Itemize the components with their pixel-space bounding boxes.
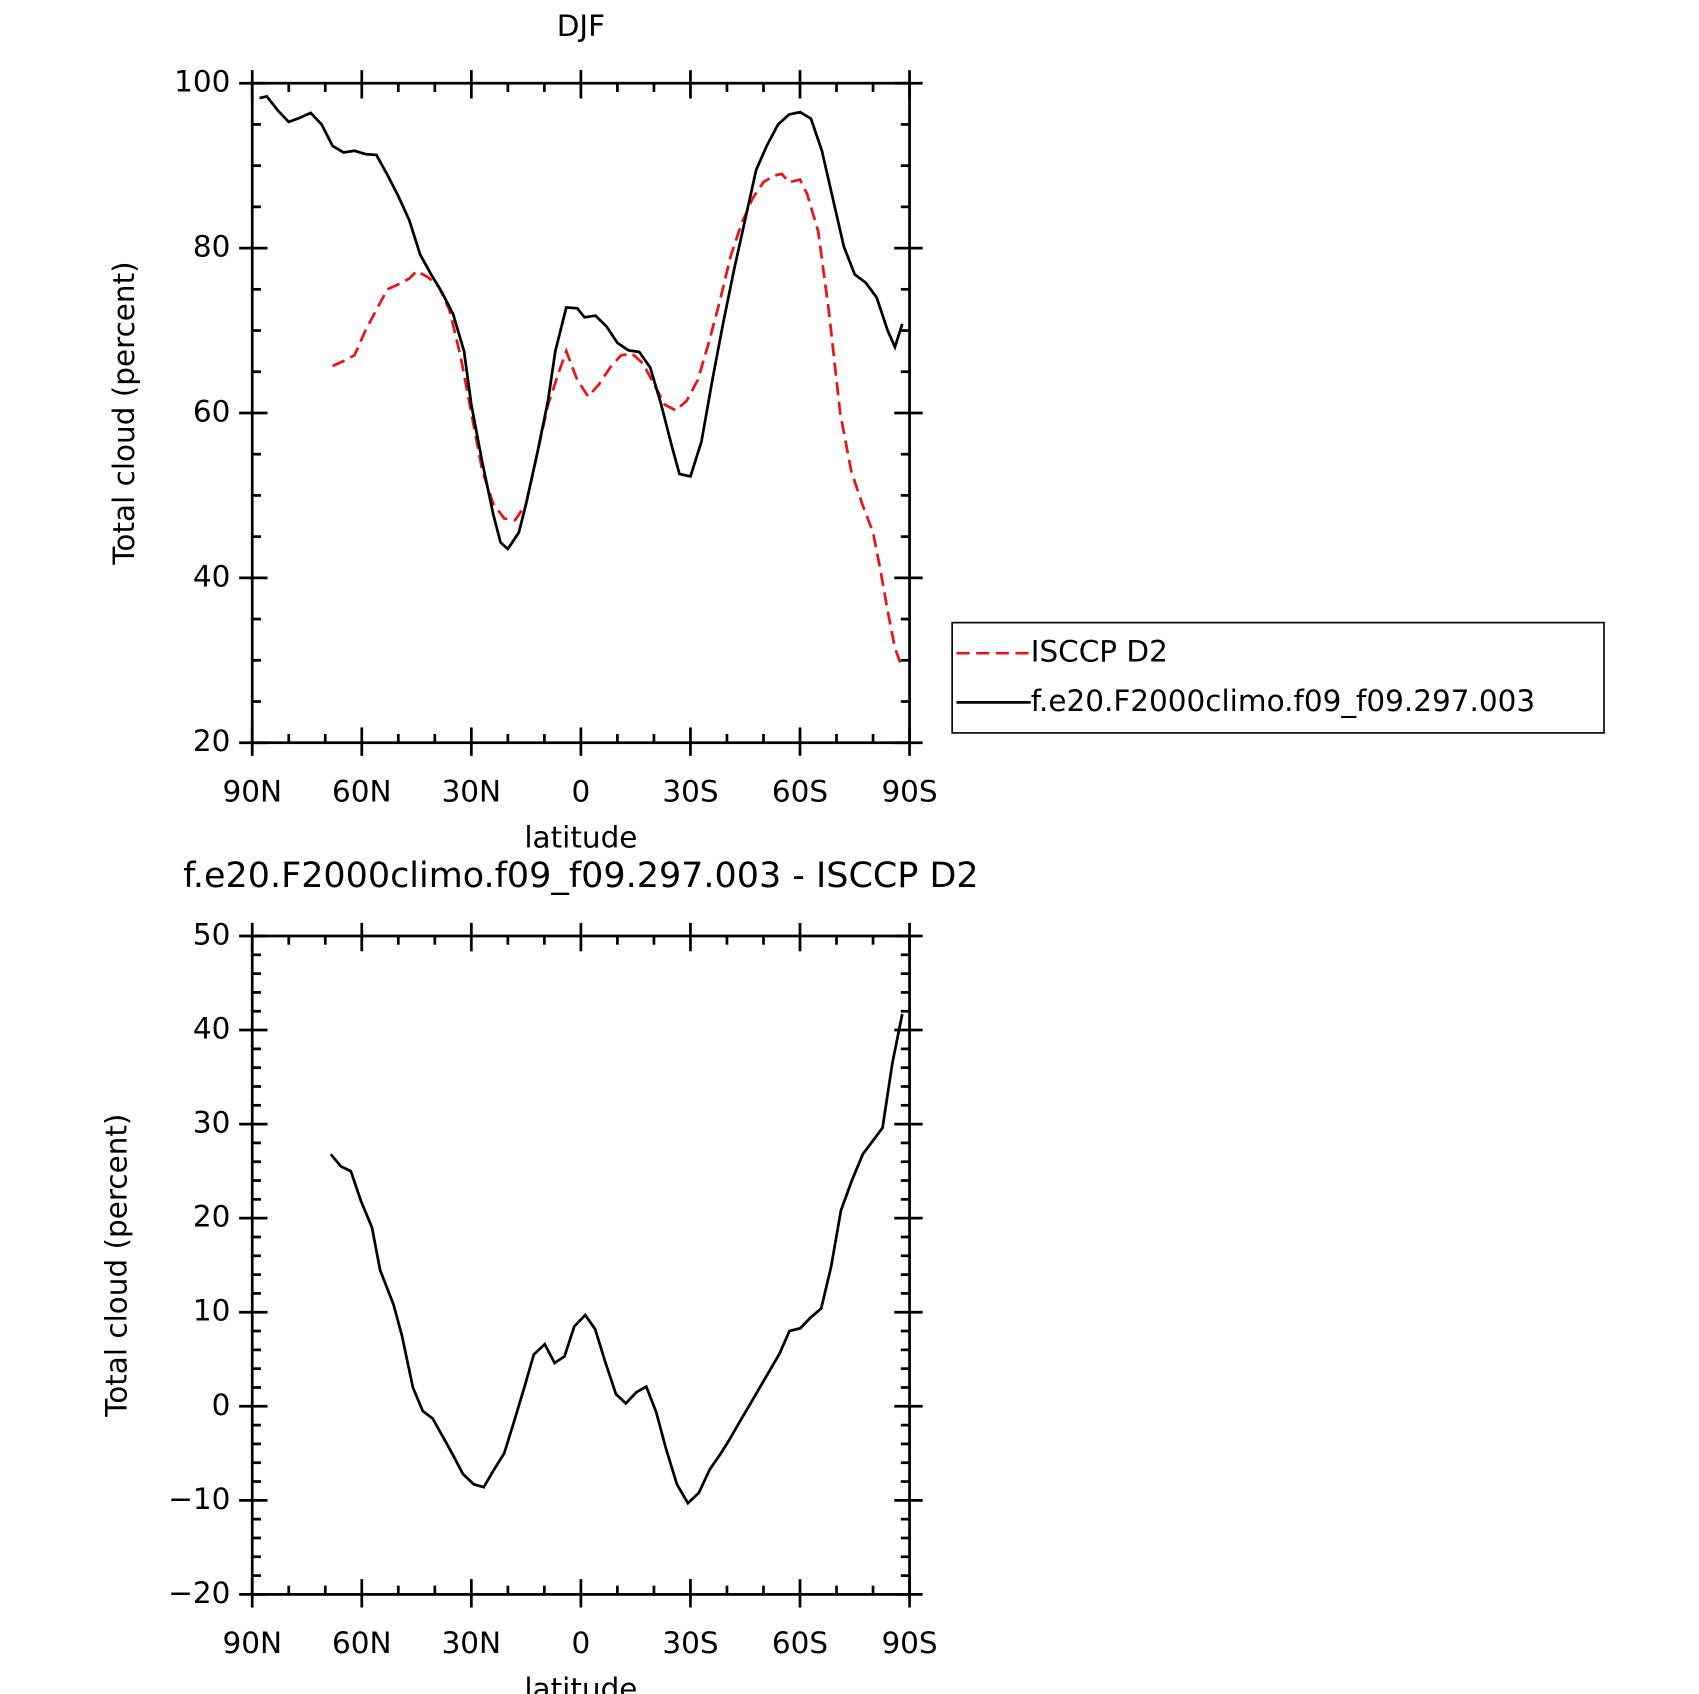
data-line xyxy=(332,172,904,669)
x-tick-label: 90N xyxy=(222,1626,282,1660)
x-tick-label: 30N xyxy=(442,774,502,808)
data-line xyxy=(259,94,904,552)
plot-frame xyxy=(250,934,911,1596)
y-tick-label: 30 xyxy=(193,1106,231,1140)
data-line xyxy=(329,1013,904,1506)
y-tick-label: 20 xyxy=(193,724,231,758)
x-tick-label: 30S xyxy=(662,1626,718,1660)
x-tick-label: 60N xyxy=(332,774,392,808)
legend: ISCCP D2 f.e20.F2000climo.f09_f09.297.003 xyxy=(951,621,1605,734)
y-tick-label: 10 xyxy=(193,1294,231,1328)
x-tick-label: 0 xyxy=(572,774,591,808)
y-tick-label: 80 xyxy=(193,230,231,264)
x-tick-label: 30N xyxy=(442,1626,502,1660)
y-tick-label: 50 xyxy=(193,917,231,951)
x-tick-label: 90S xyxy=(881,774,937,808)
plot-frame xyxy=(250,81,911,745)
x-tick-label: 60N xyxy=(332,1626,392,1660)
y-tick-label: 40 xyxy=(193,1012,231,1046)
x-axis-label: latitude xyxy=(524,1672,637,1694)
y-axis-label: Total cloud (percent) xyxy=(107,261,141,565)
legend-label: f.e20.F2000climo.f09_f09.297.003 xyxy=(1031,684,1535,718)
x-tick-label: 0 xyxy=(572,1626,591,1660)
y-tick-label: 0 xyxy=(212,1388,231,1422)
y-axis-label: Total cloud (percent) xyxy=(99,1114,133,1418)
y-tick-label: 60 xyxy=(193,394,231,428)
x-tick-label: 90N xyxy=(222,774,282,808)
legend-label: ISCCP D2 xyxy=(1031,635,1168,669)
x-tick-label: 60S xyxy=(772,1626,828,1660)
chart-title: DJF xyxy=(557,9,605,43)
y-tick-label: −20 xyxy=(168,1576,230,1610)
x-tick-label: 90S xyxy=(881,1626,937,1660)
chart-title: f.e20.F2000climo.f09_f09.297.003 - ISCCP… xyxy=(183,856,978,896)
legend-box xyxy=(951,621,1605,734)
y-tick-label: 40 xyxy=(193,559,231,593)
y-tick-label: −10 xyxy=(168,1482,230,1516)
x-axis-label: latitude xyxy=(524,820,637,854)
x-tick-label: 60S xyxy=(772,774,828,808)
y-tick-label: 20 xyxy=(193,1200,231,1234)
y-tick-label: 100 xyxy=(174,65,230,99)
x-tick-label: 30S xyxy=(662,774,718,808)
